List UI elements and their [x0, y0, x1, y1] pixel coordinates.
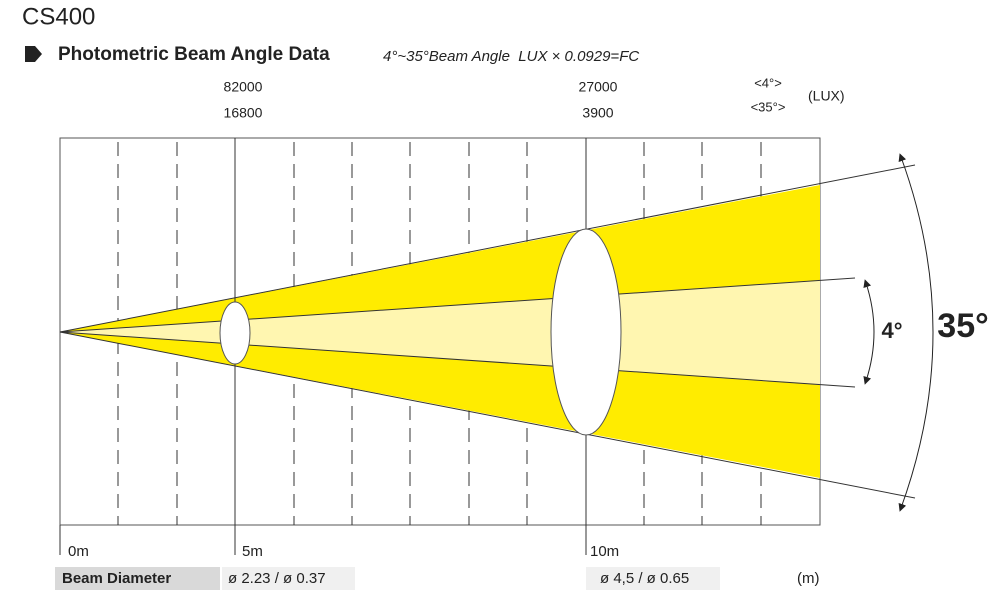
subtitle: Photometric Beam Angle Data [58, 44, 330, 65]
title: CS400 [22, 3, 95, 30]
diameter: ø 4,5 / ø 0.65 [600, 570, 689, 587]
distance-label: 5m [242, 543, 263, 560]
value-box [222, 567, 355, 590]
wide-arc [898, 153, 934, 512]
heading-icon [25, 46, 42, 62]
narrow-arc [863, 279, 875, 385]
footer-unit: (m) [797, 570, 820, 587]
beam-edges [59, 164, 916, 499]
narrow-angle: 4° [881, 318, 902, 343]
label-box [55, 567, 220, 590]
beam-section [219, 301, 251, 365]
lux-wide: 3900 [582, 105, 613, 121]
distance-label: 10m [590, 543, 619, 560]
footer-label: Beam Diameter [62, 570, 171, 587]
value-box [586, 567, 720, 590]
lux-wide: 16800 [224, 105, 263, 121]
narrow-beam [60, 280, 820, 385]
lux-legend: <35°> [751, 99, 786, 114]
distance-label: 0m [68, 543, 89, 560]
lux-legend: <4°> [754, 75, 782, 90]
beam-section [550, 228, 622, 436]
wide-angle: 35° [937, 307, 988, 345]
lux-narrow: 82000 [224, 79, 263, 95]
note: 4°~35°Beam Angle LUX × 0.0929=FC [383, 48, 639, 65]
lux-narrow: 27000 [579, 79, 618, 95]
diameter: ø 2.23 / ø 0.37 [228, 570, 326, 587]
lux-unit: (LUX) [808, 88, 845, 104]
